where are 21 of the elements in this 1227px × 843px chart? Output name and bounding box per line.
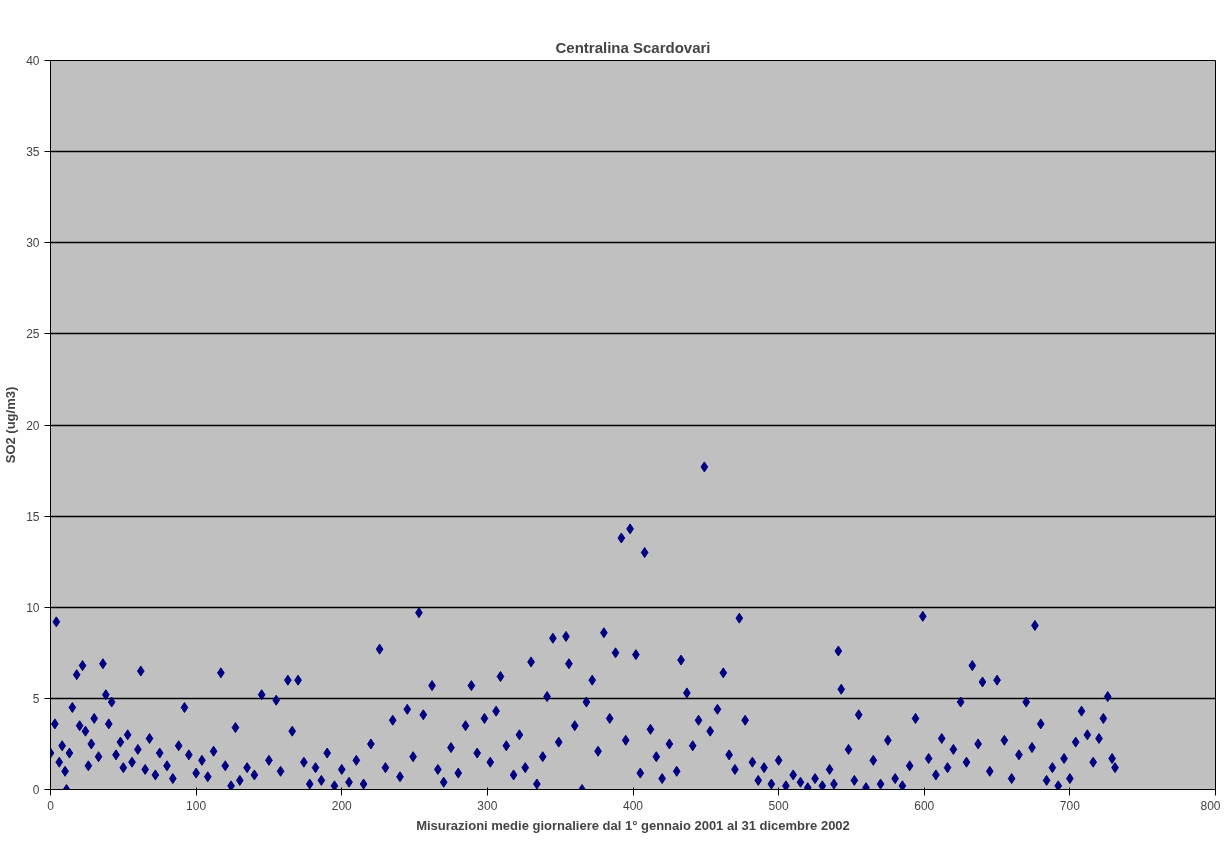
y-tick-label: 5 [32,691,40,706]
y-tick-label: 35 [26,145,40,160]
y-tick-label: 25 [26,327,40,342]
y-tick-label: 30 [26,236,40,251]
x-tick-label: 800 [1200,798,1221,813]
x-tick-label: 0 [47,798,55,813]
y-tick-label: 20 [26,418,40,433]
y-tick-label: 15 [26,509,40,524]
x-tick-label: 400 [622,798,644,813]
x-axis-title: Misurazioni medie giornaliere dal 1° gennaio 2001 al 31 dicembre 2002 [416,817,850,833]
x-tick-label: 300 [477,798,498,813]
x-tick-label: 500 [768,798,789,813]
y-axis-title: SO2 (ug/m3) [3,386,19,464]
y-tick-label: 10 [26,600,40,615]
x-tick-label: 100 [186,798,207,813]
x-tick-label: 200 [331,798,353,813]
x-tick-label: 700 [1059,798,1081,813]
chart-title: Centralina Scardovari [555,38,711,56]
y-tick-label: 0 [32,783,40,797]
x-tick-label: 600 [914,798,935,813]
y-tick-label: 40 [26,54,40,68]
